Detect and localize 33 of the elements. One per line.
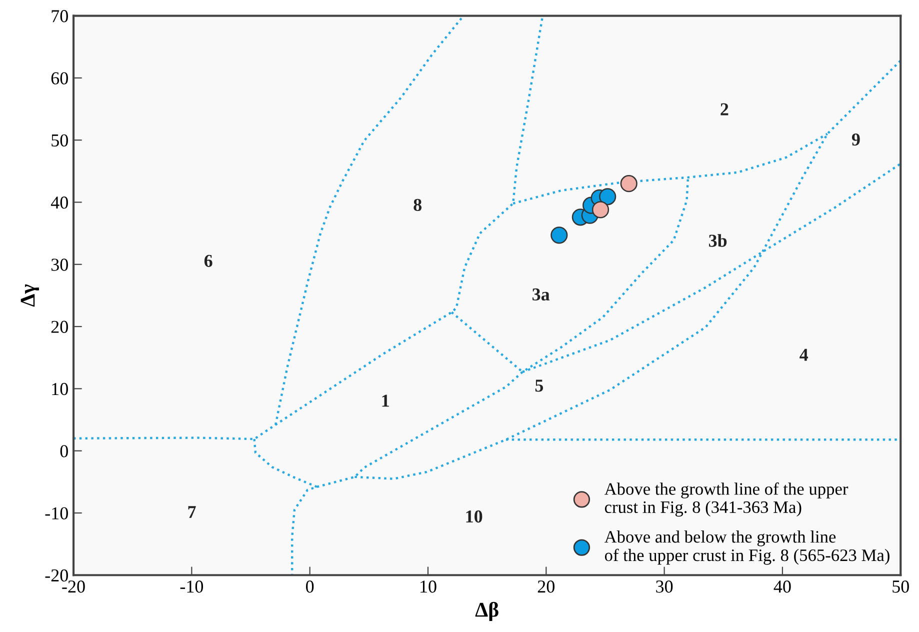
x-tick-label: 30: [656, 580, 673, 593]
annotation: 10: [466, 510, 482, 523]
x-tick-label: -20: [62, 580, 85, 593]
x-tick-label: 20: [538, 580, 554, 593]
x-tick-label: 50: [892, 580, 909, 593]
y-tick-label: 30: [51, 258, 68, 271]
legend-label: Above and below the growth line of the upper crust in Fig. 8 (565-623 Ma): [604, 530, 890, 565]
legend-label: Above the growth line of the upper crust in Fig. 8 (341-363 Ma): [604, 482, 848, 517]
y-tick-label: -20: [45, 569, 68, 582]
annotation: 8: [414, 198, 422, 212]
y-tick-label: 20: [51, 320, 68, 333]
annotation: 4: [800, 348, 808, 361]
y-axis-title: Δγ: [20, 284, 40, 307]
x-tick-label: -10: [180, 580, 204, 593]
annotation: 7: [188, 506, 196, 518]
annotation: 9: [852, 133, 860, 146]
y-tick-label: 40: [50, 196, 68, 209]
x-tick-label: 10: [420, 580, 436, 593]
x-axis-title: Δβ: [475, 602, 498, 622]
annotation: 3a: [532, 288, 550, 301]
y-tick-label: -10: [45, 507, 68, 520]
annotation: 5: [535, 380, 544, 392]
annotation: 2: [720, 103, 728, 116]
annotation: 3b: [708, 234, 727, 247]
y-tick-label: 70: [52, 10, 68, 22]
y-tick-label: 0: [60, 445, 68, 458]
annotation: 1: [382, 394, 389, 407]
annotation: 6: [204, 254, 212, 267]
y-tick-label: 60: [51, 72, 68, 84]
y-tick-label: 50: [52, 134, 68, 147]
x-tick-label: 40: [774, 580, 791, 593]
y-tick-label: 10: [52, 382, 68, 396]
x-tick-label: 0: [306, 580, 314, 593]
